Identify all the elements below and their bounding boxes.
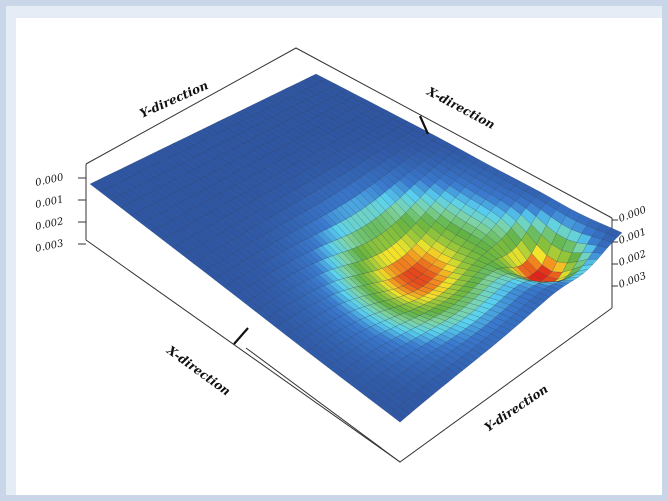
x-direction-front-tick [233, 327, 249, 345]
surface-cell [606, 227, 623, 238]
surface-mesh [89, 73, 623, 423]
x-axis-title-front: X-direction [163, 343, 233, 399]
z-axis-left-ticks [78, 177, 86, 245]
z-tick-left-2: 0.002 [34, 216, 64, 233]
plot-panel: 0.000 0.001 0.002 0.003 0.000 0.001 0.00… [16, 18, 662, 495]
z-tick-left-0: 0.000 [34, 172, 65, 189]
z-tick-right-1: 0.001 [617, 227, 648, 247]
y-axis-title-back: Y-direction [138, 78, 211, 121]
z-tick-left-3: 0.003 [34, 238, 64, 255]
z-tick-right-3: 0.003 [617, 271, 648, 291]
z-tick-right-2: 0.002 [617, 249, 648, 269]
x-direction-back-tick [418, 115, 430, 135]
y-axis-title-front: Y-direction [482, 382, 551, 435]
z-tick-right-0: 0.000 [617, 204, 648, 224]
z-tick-left-1: 0.001 [34, 194, 64, 211]
surface-plot: 0.000 0.001 0.002 0.003 0.000 0.001 0.00… [34, 47, 649, 463]
box-back-top-edges [85, 47, 613, 219]
z-axis-right-ticks [612, 219, 618, 287]
x-axis-title-back: X-direction [424, 84, 498, 132]
front-x-axis-line [245, 347, 401, 463]
